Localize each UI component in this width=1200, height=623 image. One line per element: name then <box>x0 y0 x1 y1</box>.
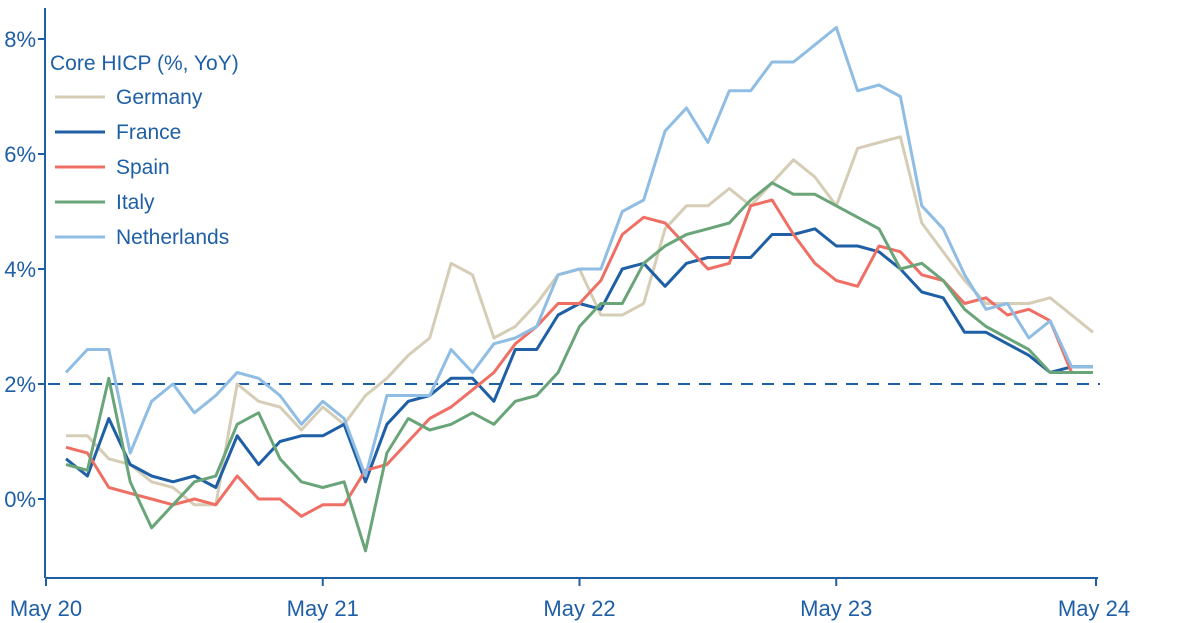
legend-title: Core HICP (%, YoY) <box>50 52 239 75</box>
legend-items: Germany France Spain Italy Netherlands <box>55 86 229 249</box>
x-tick-label: May 23 <box>800 596 872 621</box>
y-tick-label: 6% <box>4 142 36 167</box>
series-line-spain <box>65 198 1093 518</box>
series-line-netherlands <box>64 26 1093 478</box>
legend-label-spain: Spain <box>116 156 170 179</box>
series-layer <box>64 26 1094 553</box>
x-tick-label: May 22 <box>543 596 615 621</box>
legend-label-netherlands: Netherlands <box>116 226 229 249</box>
legend-label-france: France <box>116 121 181 144</box>
x-tick-label: May 20 <box>10 596 82 621</box>
legend-background <box>48 46 258 256</box>
legend: Core HICP (%, YoY) Germany France Spain Ita… <box>48 46 258 256</box>
legend-label-italy: Italy <box>116 191 155 214</box>
legend-label-germany: Germany <box>116 86 203 109</box>
axes: 0% 2% 4% 6% 8% May 20 May 21 May 22 May 23 May 24 <box>4 8 1130 621</box>
series-line-italy <box>65 181 1093 553</box>
y-tick-label: 4% <box>4 257 36 282</box>
y-tick-label: 2% <box>4 372 36 397</box>
y-tick-label: 8% <box>4 27 36 52</box>
x-tick-label: May 21 <box>287 596 359 621</box>
x-tick-label: May 24 <box>1058 596 1130 621</box>
y-tick-label: 0% <box>4 487 36 512</box>
